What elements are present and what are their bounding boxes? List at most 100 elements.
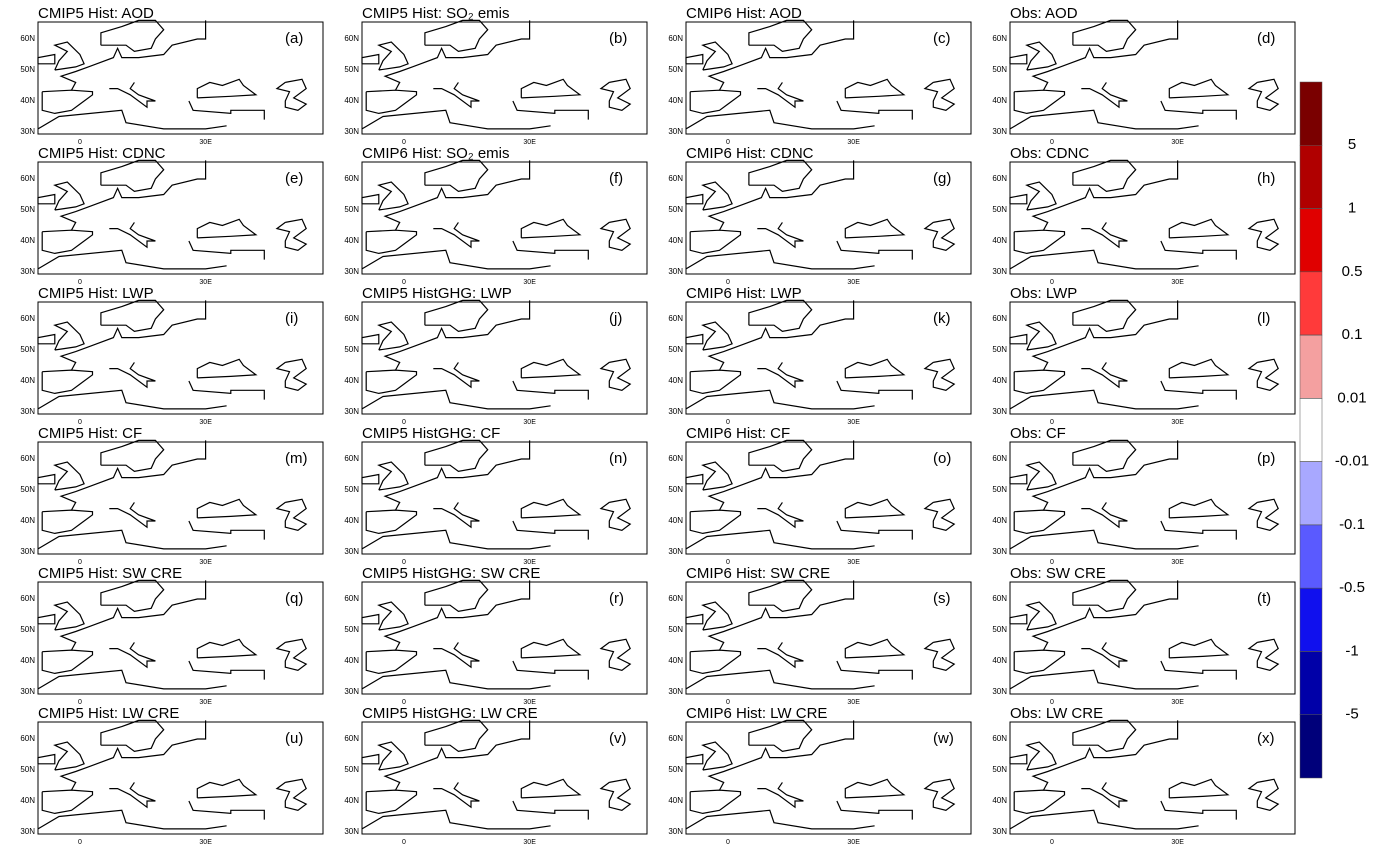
panel-title: CMIP6 Hist: LWP xyxy=(686,285,802,302)
colorbar-label: 0.01 xyxy=(1337,389,1366,406)
lat-label: 60N xyxy=(668,34,683,43)
map-panel: CMIP5 HistGHG: SW CRE(r)60N50N40N30N030E xyxy=(344,565,647,706)
panel-letter: (a) xyxy=(285,30,303,47)
map-frame xyxy=(686,442,971,554)
lat-label: 50N xyxy=(20,765,35,774)
panel-letter: (d) xyxy=(1257,30,1275,47)
lat-label: 50N xyxy=(20,345,35,354)
map-frame xyxy=(362,302,647,414)
panel-letter: (k) xyxy=(933,310,951,327)
lon-label: 30E xyxy=(199,699,212,706)
lat-label: 50N xyxy=(344,65,359,74)
panel-title: CMIP5 Hist: SO₂ emis xyxy=(362,5,510,22)
lat-label: 30N xyxy=(668,547,683,556)
lat-label: 40N xyxy=(20,516,35,525)
lat-label: 60N xyxy=(992,34,1007,43)
lon-label: 30E xyxy=(523,279,536,286)
lat-label: 40N xyxy=(668,96,683,105)
lat-label: 60N xyxy=(344,454,359,463)
panel-title: CMIP6 Hist: AOD xyxy=(686,5,802,22)
map-frame xyxy=(38,22,323,134)
panel-title: CMIP5 Hist: LWP xyxy=(38,285,154,302)
colorbar-bin xyxy=(1300,588,1322,651)
panel-letter: (q) xyxy=(285,590,303,607)
panel-letter: (s) xyxy=(933,590,951,607)
lon-label: 0 xyxy=(726,839,730,846)
lat-label: 40N xyxy=(344,376,359,385)
lon-label: 30E xyxy=(847,139,860,146)
lat-label: 30N xyxy=(992,687,1007,696)
lat-label: 50N xyxy=(668,65,683,74)
map-frame xyxy=(38,582,323,694)
map-panel: CMIP5 Hist: SO₂ emis(b)60N50N40N30N030E xyxy=(344,5,647,146)
lat-label: 50N xyxy=(668,485,683,494)
lat-label: 60N xyxy=(344,314,359,323)
map-panel: CMIP5 Hist: LWP(i)60N50N40N30N030E xyxy=(20,285,323,426)
colorbar-bin xyxy=(1300,335,1322,398)
lon-label: 30E xyxy=(1171,559,1184,566)
lat-label: 40N xyxy=(344,656,359,665)
map-frame xyxy=(1010,582,1295,694)
lat-label: 40N xyxy=(20,796,35,805)
map-panel: Obs: LWP(l)60N50N40N30N030E xyxy=(992,285,1295,426)
lat-label: 30N xyxy=(668,407,683,416)
lat-label: 40N xyxy=(992,516,1007,525)
lat-label: 30N xyxy=(992,547,1007,556)
map-frame xyxy=(362,22,647,134)
map-frame xyxy=(1010,722,1295,834)
panel-letter: (t) xyxy=(1257,590,1271,607)
lon-label: 30E xyxy=(523,839,536,846)
lat-label: 30N xyxy=(20,267,35,276)
map-frame xyxy=(362,162,647,274)
lat-label: 50N xyxy=(668,345,683,354)
lon-label: 0 xyxy=(1050,839,1054,846)
lon-label: 30E xyxy=(199,279,212,286)
panel-letter: (x) xyxy=(1257,730,1275,747)
lat-label: 40N xyxy=(344,796,359,805)
figure: CMIP5 Hist: AOD(a)60N50N40N30N030ECMIP5 … xyxy=(0,0,1387,852)
colorbar-label: -1 xyxy=(1345,642,1358,659)
map-panel: CMIP6 Hist: CDNC(g)60N50N40N30N030E xyxy=(668,145,971,286)
lat-label: 40N xyxy=(668,796,683,805)
panel-letter: (j) xyxy=(609,310,622,327)
panel-title: CMIP5 HistGHG: SW CRE xyxy=(362,565,540,582)
map-frame xyxy=(686,722,971,834)
lat-label: 50N xyxy=(20,65,35,74)
lat-label: 40N xyxy=(20,96,35,105)
lon-label: 30E xyxy=(1171,839,1184,846)
lat-label: 60N xyxy=(20,594,35,603)
colorbar-label: 0.5 xyxy=(1342,263,1363,280)
lat-label: 30N xyxy=(20,687,35,696)
lat-label: 50N xyxy=(20,205,35,214)
map-frame xyxy=(1010,442,1295,554)
lat-label: 50N xyxy=(344,625,359,634)
panel-letter: (r) xyxy=(609,590,624,607)
colorbar-label: -5 xyxy=(1345,706,1358,723)
map-frame xyxy=(686,582,971,694)
colorbar-label: -0.5 xyxy=(1339,579,1365,596)
lat-label: 60N xyxy=(668,454,683,463)
map-frame xyxy=(362,722,647,834)
lon-label: 0 xyxy=(78,839,82,846)
lat-label: 40N xyxy=(20,236,35,245)
lat-label: 30N xyxy=(344,687,359,696)
map-panel: CMIP5 HistGHG: CF(n)60N50N40N30N030E xyxy=(344,425,647,566)
lon-label: 30E xyxy=(523,139,536,146)
colorbar-bin xyxy=(1300,462,1322,525)
lat-label: 60N xyxy=(344,734,359,743)
panel-letter: (o) xyxy=(933,450,951,467)
lat-label: 30N xyxy=(344,547,359,556)
lat-label: 40N xyxy=(992,236,1007,245)
colorbar-label: -0.1 xyxy=(1339,516,1365,533)
panel-letter: (w) xyxy=(933,730,954,747)
map-frame xyxy=(1010,162,1295,274)
lat-label: 30N xyxy=(668,827,683,836)
lat-label: 30N xyxy=(668,687,683,696)
lat-label: 30N xyxy=(344,267,359,276)
lat-label: 60N xyxy=(344,174,359,183)
